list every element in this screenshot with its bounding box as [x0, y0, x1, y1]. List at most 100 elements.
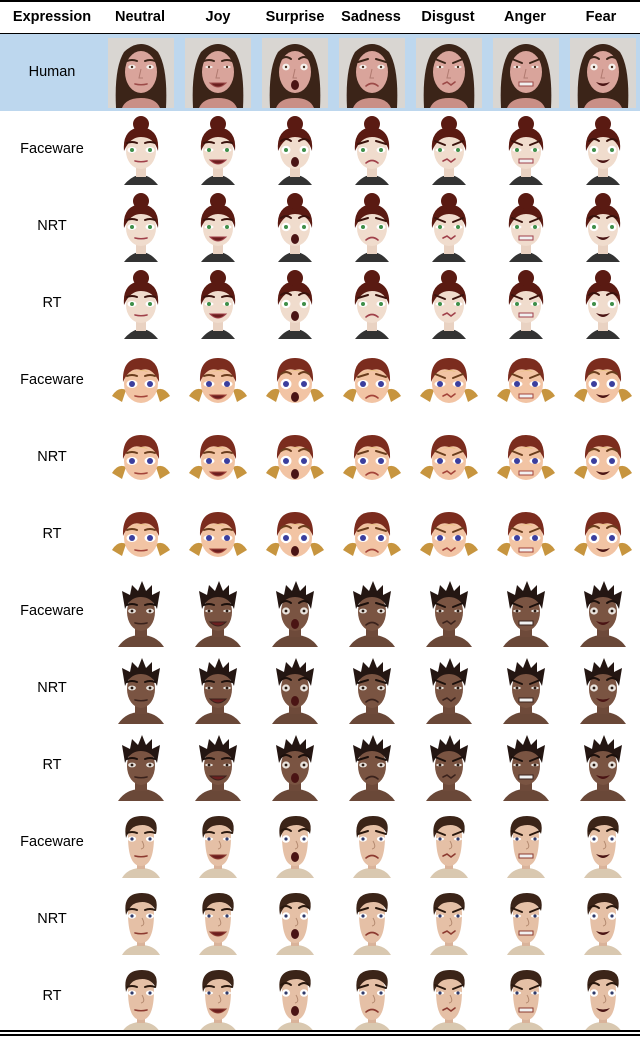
face-image-surprise	[262, 654, 328, 724]
row-label: Human	[28, 64, 76, 80]
face-image-fear	[570, 808, 636, 878]
face-image-surprise	[262, 115, 328, 185]
face-image-joy	[185, 731, 251, 801]
face-image-joy	[185, 346, 251, 416]
table-bottom-rule	[0, 1030, 640, 1032]
face-image-sadness	[339, 654, 405, 724]
table-row: Faceware	[0, 573, 640, 650]
face-image-sadness	[339, 731, 405, 801]
face-image-sadness	[339, 962, 405, 1032]
table-row: RT	[0, 496, 640, 573]
column-header-disgust: Disgust	[421, 9, 475, 25]
face-image-neutral	[108, 192, 174, 262]
face-image-disgust	[416, 346, 482, 416]
face-image-anger	[493, 115, 559, 185]
face-image-disgust	[416, 38, 482, 108]
table-row: RT	[0, 265, 640, 342]
table-bottom-rule-double	[0, 1034, 640, 1036]
row-label: Faceware	[20, 603, 84, 619]
face-image-disgust	[416, 115, 482, 185]
face-image-disgust	[416, 885, 482, 955]
face-image-anger	[493, 962, 559, 1032]
face-image-fear	[570, 731, 636, 801]
face-image-sadness	[339, 885, 405, 955]
face-image-surprise	[262, 346, 328, 416]
face-image-joy	[185, 423, 251, 493]
face-image-sadness	[339, 346, 405, 416]
face-image-disgust	[416, 577, 482, 647]
column-header-anger: Anger	[504, 9, 546, 25]
face-image-surprise	[262, 962, 328, 1032]
table-top-rule	[0, 0, 640, 2]
face-image-disgust	[416, 192, 482, 262]
row-label: NRT	[37, 680, 67, 696]
face-image-anger	[493, 346, 559, 416]
face-image-sadness	[339, 423, 405, 493]
face-image-surprise	[262, 269, 328, 339]
face-image-fear	[570, 500, 636, 570]
face-image-joy	[185, 577, 251, 647]
column-header-surprise: Surprise	[265, 9, 325, 25]
row-label: NRT	[37, 449, 67, 465]
table-row: NRT	[0, 881, 640, 958]
face-image-fear	[570, 423, 636, 493]
face-image-joy	[185, 885, 251, 955]
face-image-anger	[493, 500, 559, 570]
face-image-fear	[570, 38, 636, 108]
face-image-neutral	[108, 115, 174, 185]
face-image-fear	[570, 885, 636, 955]
face-image-anger	[493, 423, 559, 493]
face-image-disgust	[416, 962, 482, 1032]
face-image-sadness	[339, 115, 405, 185]
face-image-surprise	[262, 423, 328, 493]
row-label: RT	[42, 988, 62, 1004]
face-image-disgust	[416, 500, 482, 570]
face-image-disgust	[416, 423, 482, 493]
face-image-joy	[185, 269, 251, 339]
face-image-disgust	[416, 654, 482, 724]
column-header-sadness: Sadness	[341, 9, 401, 25]
face-image-sadness	[339, 808, 405, 878]
face-image-disgust	[416, 269, 482, 339]
face-image-anger	[493, 38, 559, 108]
table-row: RT	[0, 727, 640, 804]
column-header-expression: Expression	[12, 9, 92, 25]
face-image-anger	[493, 192, 559, 262]
face-image-sadness	[339, 269, 405, 339]
table-header-rule	[0, 33, 640, 34]
face-image-surprise	[262, 577, 328, 647]
face-image-joy	[185, 808, 251, 878]
face-image-neutral	[108, 577, 174, 647]
face-image-neutral	[108, 500, 174, 570]
table-row: NRT	[0, 188, 640, 265]
face-image-surprise	[262, 885, 328, 955]
row-label: NRT	[37, 218, 67, 234]
face-image-anger	[493, 731, 559, 801]
face-image-surprise	[262, 731, 328, 801]
face-image-anger	[493, 808, 559, 878]
face-image-joy	[185, 962, 251, 1032]
face-image-neutral	[108, 808, 174, 878]
face-image-neutral	[108, 423, 174, 493]
face-image-fear	[570, 962, 636, 1032]
face-image-joy	[185, 115, 251, 185]
table-row: Faceware	[0, 342, 640, 419]
face-image-joy	[185, 38, 251, 108]
row-label: RT	[42, 526, 62, 542]
face-image-sadness	[339, 38, 405, 108]
column-header-neutral: Neutral	[115, 9, 165, 25]
face-image-neutral	[108, 346, 174, 416]
face-image-joy	[185, 500, 251, 570]
row-label: Faceware	[20, 372, 84, 388]
table-row: Faceware	[0, 111, 640, 188]
row-label: NRT	[37, 911, 67, 927]
face-image-neutral	[108, 731, 174, 801]
face-image-joy	[185, 654, 251, 724]
face-image-surprise	[262, 500, 328, 570]
row-label: Faceware	[20, 141, 84, 157]
row-label: Faceware	[20, 834, 84, 850]
face-image-fear	[570, 115, 636, 185]
face-image-neutral	[108, 654, 174, 724]
row-label: RT	[42, 295, 62, 311]
face-image-anger	[493, 269, 559, 339]
